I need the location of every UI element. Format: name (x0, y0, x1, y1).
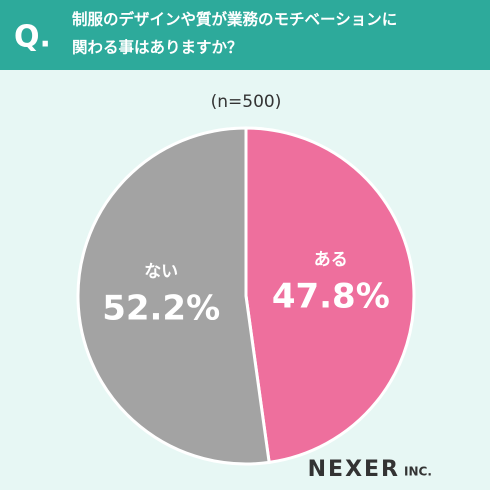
slice-value-label: 52.2% (102, 288, 220, 328)
pie: ある 47.8% ない 52.2% (76, 126, 416, 466)
pie-slice (244, 126, 416, 465)
logo-suffix: INC. (404, 465, 432, 479)
chart-title: 制服のデザインや質が業務のモチベーションに (72, 10, 397, 29)
slice-category-label: ある (314, 250, 348, 270)
question-label: Q. (14, 20, 51, 55)
slice-category-label: ない (144, 262, 178, 282)
logo: NEXER (308, 457, 400, 482)
header-band (0, 0, 490, 70)
slice-value-label: 47.8% (272, 277, 390, 317)
chart-subtitle: (n=500) (211, 92, 282, 112)
pie-slice (76, 126, 271, 466)
chart-title: 関わる事はありますか？ (72, 39, 243, 57)
